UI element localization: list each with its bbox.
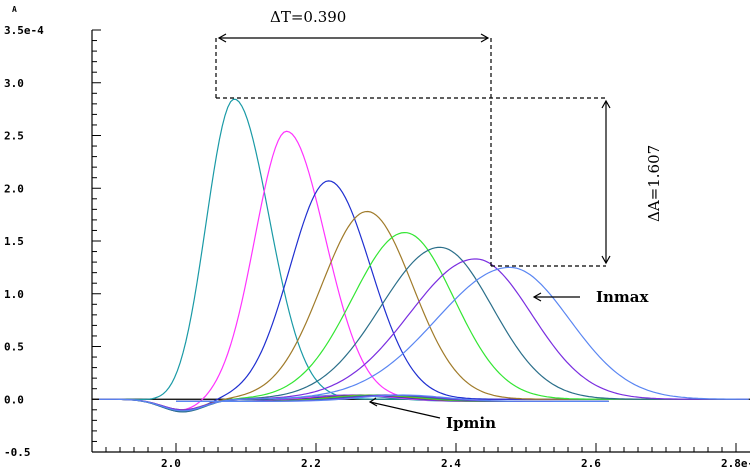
current-curve-6 [99, 246, 749, 413]
delta-a-arrowhead-bottom [601, 255, 611, 265]
y-tick-label: 0.5 [4, 341, 24, 354]
y-tick-label: 1.5 [4, 235, 24, 248]
x-tick-label: 2.4 [441, 457, 461, 470]
delta-t-arrowhead-left [217, 33, 227, 43]
delta-a-arrowhead-top [601, 99, 611, 109]
x-tick-label: 2.2 [301, 457, 321, 470]
ipmin-pointer [369, 401, 441, 419]
delta-t-label: ΔT=0.390 [270, 8, 346, 26]
y-tick-label: 0.0 [4, 393, 24, 406]
y-tick-label: 2.0 [4, 182, 24, 195]
y-unit-label: A [12, 5, 17, 14]
y-tick-label: 3.0 [4, 77, 24, 90]
y-tick-label: 2.5 [4, 130, 24, 143]
inmax-label: Inmax [596, 288, 650, 306]
reverse-curve-8 [176, 394, 609, 402]
current-curve-5 [99, 231, 749, 412]
ipmin-label: Ipmin [446, 414, 496, 432]
x-tick-label: 2.8e- [721, 457, 750, 470]
x-tick-label: 2.0 [161, 457, 181, 470]
y-tick-label: 3.5e-4 [4, 24, 44, 37]
y-tick-label: -0.5 [4, 446, 31, 459]
current-curve-1 [99, 98, 749, 401]
delta-t-arrowhead-right [480, 33, 490, 43]
current-curve-8 [99, 266, 749, 412]
current-curve-7 [99, 258, 749, 411]
x-tick-label: 2.6 [581, 457, 601, 470]
axes: -0.5 0.0 0.5 1.0 1.5 2.0 2.5 3.0 3.5e-4 2.0 2.2 2.4… [4, 5, 750, 470]
y-tick-label: 1.0 [4, 288, 24, 301]
ipmin-arrowhead [368, 397, 378, 407]
annotations: ΔT=0.390 ΔA=1.607 Inmax Ipmin [215, 8, 663, 432]
current-curve-4 [99, 210, 749, 411]
inmax-arrowhead [532, 292, 542, 302]
data-series [99, 98, 749, 413]
delta-a-label: ΔA=1.607 [645, 145, 663, 222]
